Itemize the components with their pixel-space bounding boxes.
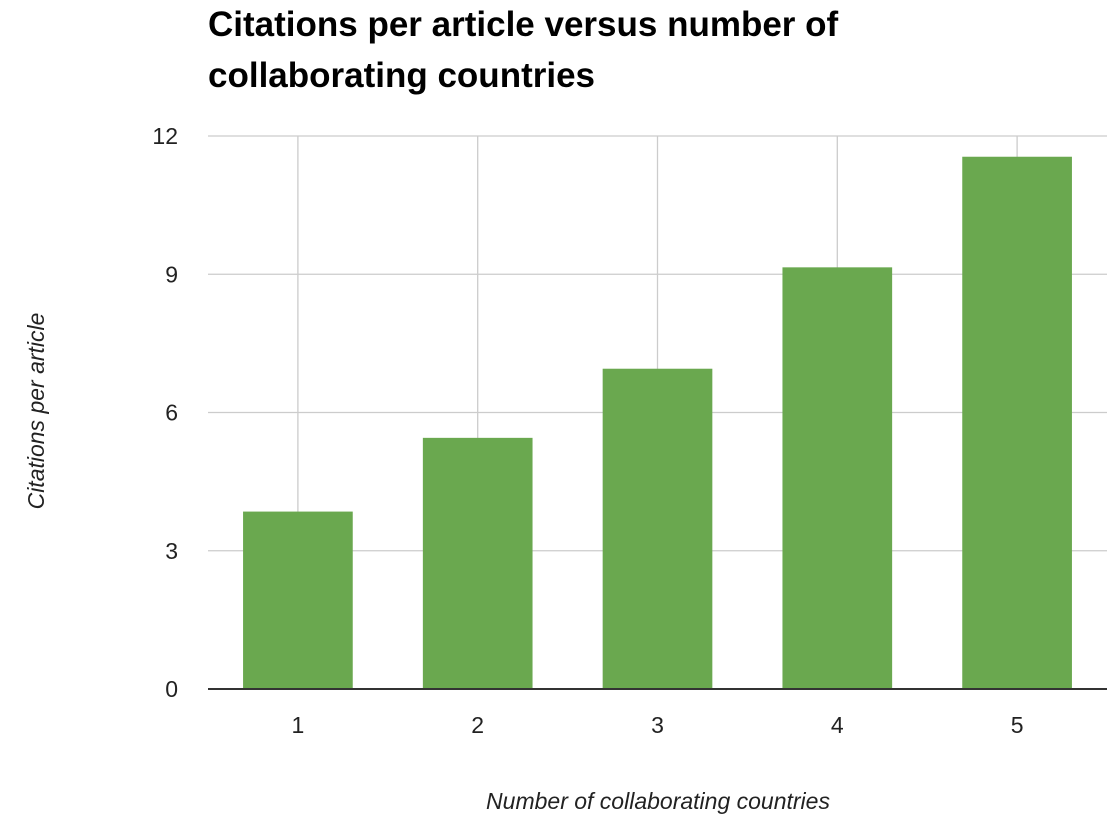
chart-title-line-2: collaborating countries xyxy=(208,56,595,95)
y-tick-label: 12 xyxy=(152,123,178,149)
x-tick-label: 2 xyxy=(471,712,484,738)
bar-5 xyxy=(962,156,1072,690)
x-axis-tick-labels: 1 2 3 4 5 xyxy=(292,712,1024,738)
y-tick-label: 9 xyxy=(165,261,178,287)
y-axis-tick-labels: 0 3 6 9 12 xyxy=(152,123,178,702)
y-axis-title: Citations per article xyxy=(23,313,49,510)
bar-3 xyxy=(602,368,713,689)
x-tick-label: 1 xyxy=(292,712,305,738)
x-axis-title: Number of collaborating countries xyxy=(486,788,830,814)
y-tick-label: 0 xyxy=(165,676,178,702)
chart-title-line-1: Citations per article versus number of xyxy=(208,5,839,44)
x-tick-label: 5 xyxy=(1011,712,1024,738)
chart-title: Citations per article versus number of c… xyxy=(208,5,839,95)
x-tick-label: 3 xyxy=(651,712,664,738)
bar-4 xyxy=(782,267,893,689)
x-tick-label: 4 xyxy=(831,712,844,738)
y-tick-label: 3 xyxy=(165,538,178,564)
bars xyxy=(243,156,1072,690)
bar-2 xyxy=(422,437,533,689)
bar-1 xyxy=(243,511,353,689)
y-tick-label: 6 xyxy=(165,400,178,426)
